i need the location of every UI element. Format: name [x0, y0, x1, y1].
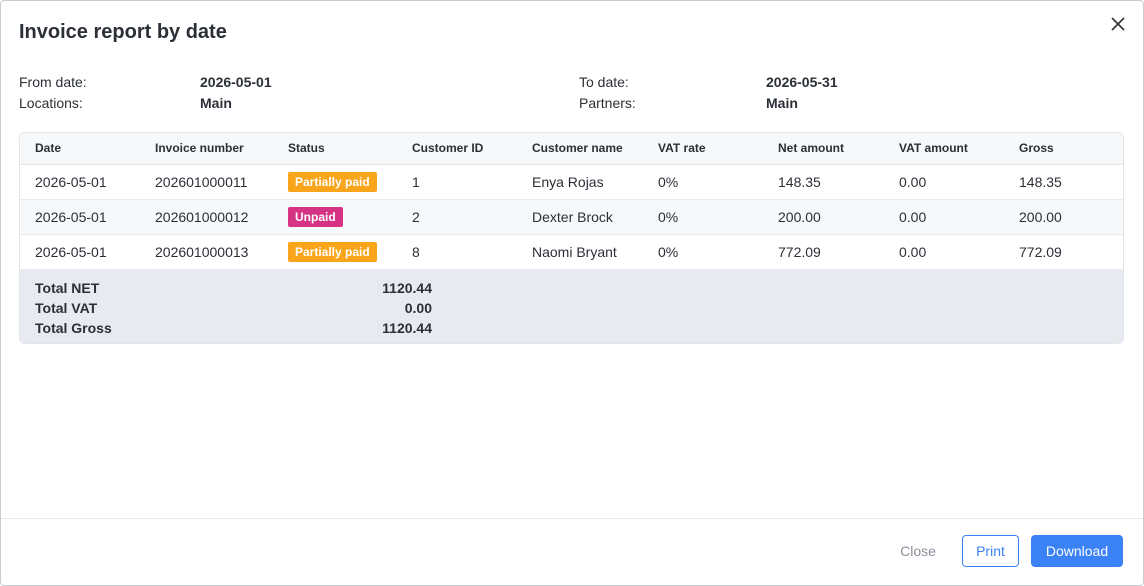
cell-vat-rate: 0%: [643, 164, 763, 200]
column-header[interactable]: Status: [273, 133, 397, 165]
cell-date: 2026-05-01: [20, 234, 140, 270]
filters-right: To date: 2026-05-31 Partners: Main: [579, 73, 1079, 115]
total-net-value: 1120.44: [382, 279, 432, 296]
cell-gross: 200.00: [1004, 199, 1123, 235]
download-button[interactable]: Download: [1031, 535, 1123, 567]
cell-net-amount: 772.09: [763, 234, 884, 270]
total-net-row: Total NET 1120.44: [35, 280, 432, 300]
table-row[interactable]: 2026-05-01 202601000013 Partially paid 8…: [20, 234, 1123, 270]
table-header-row: Date Invoice number Status Customer ID C…: [20, 133, 1123, 165]
column-header[interactable]: VAT rate: [643, 133, 763, 165]
cell-status: Partially paid: [273, 164, 397, 200]
cell-customer-id: 2: [397, 199, 517, 235]
from-date-value: 2026-05-01: [200, 74, 272, 90]
cell-vat-amount: 0.00: [884, 199, 1004, 235]
cell-customer-id: 1: [397, 164, 517, 200]
cell-customer-name: Enya Rojas: [517, 164, 643, 200]
column-header[interactable]: Net amount: [763, 133, 884, 165]
cell-vat-amount: 0.00: [884, 234, 1004, 270]
cell-vat-rate: 0%: [643, 199, 763, 235]
table-row[interactable]: 2026-05-01 202601000011 Partially paid 1…: [20, 164, 1123, 200]
column-header[interactable]: Gross: [1004, 133, 1123, 165]
cell-net-amount: 200.00: [763, 199, 884, 235]
partners-label: Partners:: [579, 95, 636, 111]
locations-value: Main: [200, 95, 232, 111]
cell-gross: 148.35: [1004, 164, 1123, 200]
footer-divider: [1, 518, 1143, 519]
filters-left: From date: 2026-05-01 Locations: Main: [19, 73, 519, 115]
cell-vat-amount: 0.00: [884, 164, 1004, 200]
total-gross-label: Total Gross: [35, 319, 112, 336]
cell-invoice-number: 202601000012: [140, 199, 273, 235]
column-header[interactable]: VAT amount: [884, 133, 1004, 165]
total-gross-row: Total Gross 1120.44: [35, 320, 432, 340]
table-row[interactable]: 2026-05-01 202601000012 Unpaid 2 Dexter …: [20, 199, 1123, 235]
column-header[interactable]: Invoice number: [140, 133, 273, 165]
cell-invoice-number: 202601000011: [140, 164, 273, 200]
print-button[interactable]: Print: [962, 535, 1019, 567]
cell-customer-name: Dexter Brock: [517, 199, 643, 235]
close-button[interactable]: Close: [900, 543, 936, 559]
close-icon[interactable]: [1109, 15, 1127, 33]
cell-date: 2026-05-01: [20, 199, 140, 235]
total-net-label: Total NET: [35, 279, 100, 296]
total-vat-label: Total VAT: [35, 299, 98, 316]
partners-value: Main: [766, 95, 798, 111]
invoice-table-container: Date Invoice number Status Customer ID C…: [19, 132, 1124, 344]
invoice-table: Date Invoice number Status Customer ID C…: [20, 133, 1123, 270]
cell-vat-rate: 0%: [643, 234, 763, 270]
cell-status: Partially paid: [273, 234, 397, 270]
cell-gross: 772.09: [1004, 234, 1123, 270]
status-badge: Unpaid: [288, 206, 343, 227]
locations-label: Locations:: [19, 95, 83, 111]
cell-customer-name: Naomi Bryant: [517, 234, 643, 270]
status-badge: Partially paid: [288, 241, 377, 262]
total-vat-row: Total VAT 0.00: [35, 300, 432, 320]
to-date-label: To date:: [579, 74, 629, 90]
cell-net-amount: 148.35: [763, 164, 884, 200]
column-header[interactable]: Date: [20, 133, 140, 165]
status-badge: Partially paid: [288, 171, 377, 192]
from-date-label: From date:: [19, 74, 87, 90]
cell-status: Unpaid: [273, 199, 397, 235]
column-header[interactable]: Customer ID: [397, 133, 517, 165]
cell-date: 2026-05-01: [20, 164, 140, 200]
cell-invoice-number: 202601000013: [140, 234, 273, 270]
cell-customer-id: 8: [397, 234, 517, 270]
total-vat-value: 0.00: [404, 299, 432, 316]
dialog-title: Invoice report by date: [19, 21, 227, 43]
totals-section: Total NET 1120.44 Total VAT 0.00 Total G…: [20, 269, 1123, 343]
to-date-value: 2026-05-31: [766, 74, 838, 90]
column-header[interactable]: Customer name: [517, 133, 643, 165]
total-gross-value: 1120.44: [382, 319, 432, 336]
